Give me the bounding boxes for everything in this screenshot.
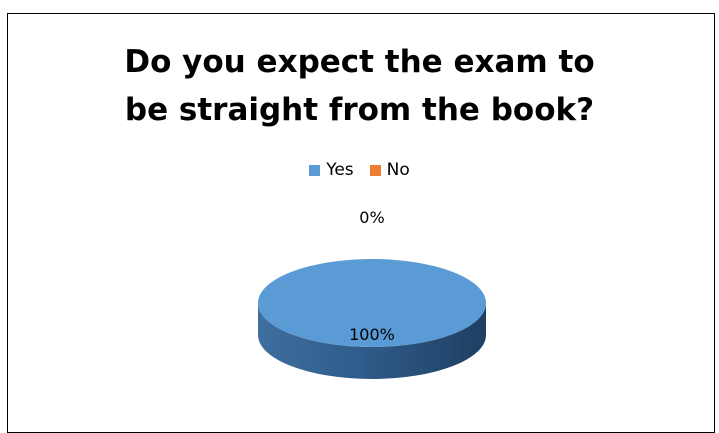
legend-label-yes: Yes xyxy=(326,160,354,180)
pie-layer xyxy=(258,259,486,379)
chart-title-line-1: Do you expect the exam to xyxy=(124,44,595,80)
legend-swatch-no xyxy=(369,164,381,176)
data-label-no: 0% xyxy=(359,208,384,227)
data-label-yes: 100% xyxy=(349,325,395,344)
chart-title-line-2: be straight from the book? xyxy=(124,92,595,128)
legend-swatch-yes xyxy=(309,164,321,176)
legend-item-no: No xyxy=(369,160,410,180)
pie-slice-yes-side xyxy=(258,303,486,379)
legend-label-no: No xyxy=(386,160,410,180)
legend-item-yes: Yes xyxy=(309,160,354,180)
chart-title: Do you expect the exam to be straight fr… xyxy=(0,38,719,134)
pie-chart-svg: 0% 100% xyxy=(258,208,486,379)
chart-legend: Yes No xyxy=(0,160,719,180)
pie-slice-yes xyxy=(258,259,486,347)
